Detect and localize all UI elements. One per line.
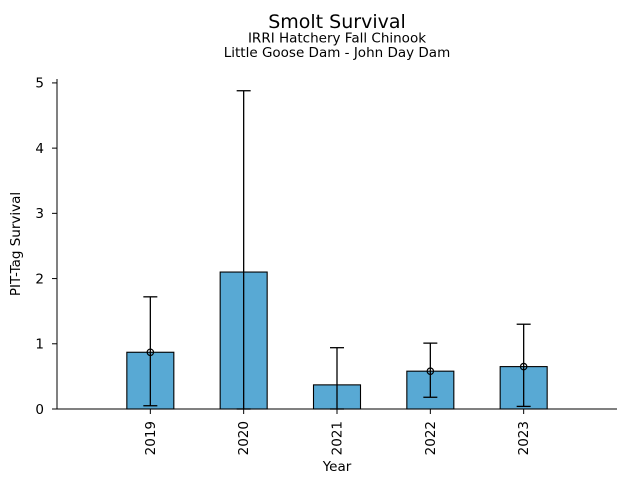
x-tick-label: 2020	[236, 421, 252, 455]
x-tick-label: 2019	[143, 421, 159, 455]
chart-subtitle-line2: Little Goose Dam - John Day Dam	[224, 45, 451, 61]
point-marker	[146, 348, 155, 357]
x-tick-label: 2021	[330, 421, 346, 455]
y-tick-label: 0	[35, 402, 44, 418]
y-tick-label: 4	[35, 141, 44, 157]
point-marker	[519, 362, 528, 371]
y-tick-label: 2	[35, 271, 44, 287]
y-axis-title: PIT-Tag Survival	[8, 192, 24, 296]
chart-subtitle-line1: IRRI Hatchery Fall Chinook	[248, 31, 426, 47]
x-tick-label: 2022	[423, 421, 439, 455]
chart-title: Smolt Survival	[268, 11, 406, 33]
x-tick-label: 2023	[516, 421, 532, 455]
y-tick-label: 1	[35, 337, 44, 353]
x-axis-title: Year	[322, 459, 352, 475]
y-tick-label: 5	[35, 76, 44, 92]
y-tick-label: 3	[35, 206, 44, 222]
plot-area: 0 1 2 3 4 5 2019 2020 2021 2022 2023	[35, 76, 617, 455]
point-marker	[426, 367, 435, 375]
